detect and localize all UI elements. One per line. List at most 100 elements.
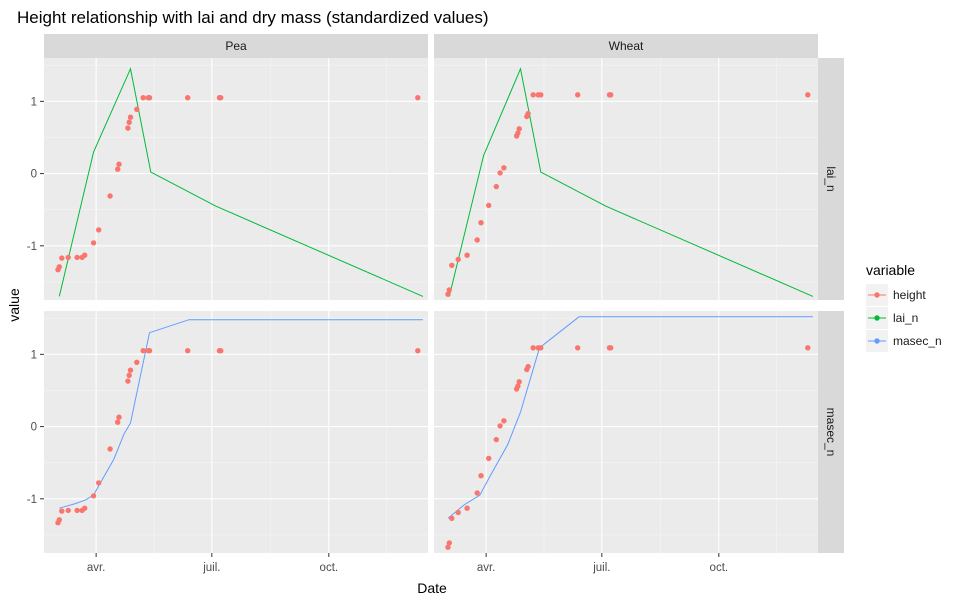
- data-point-height: [575, 92, 581, 98]
- data-point-height: [134, 106, 140, 113]
- data-point-height: [146, 348, 153, 354]
- data-point-height: [446, 540, 452, 546]
- data-point-height: [608, 92, 614, 98]
- data-point-height: [538, 92, 544, 98]
- data-point-height: [134, 359, 140, 365]
- legend-key-point: [874, 292, 880, 298]
- data-point-height: [115, 419, 121, 425]
- data-point-height: [805, 345, 811, 351]
- data-point-height: [116, 161, 122, 167]
- data-point-height: [497, 170, 503, 176]
- x-tick-label: avr.: [477, 562, 496, 574]
- data-point-height: [82, 505, 88, 511]
- data-point-height: [107, 446, 113, 452]
- y-tick-label: 0: [31, 169, 37, 181]
- data-point-height: [538, 345, 544, 351]
- data-point-height: [59, 508, 65, 514]
- facet-strip-label: Pea: [225, 39, 247, 53]
- data-point-height: [525, 363, 531, 370]
- data-point-height: [415, 348, 421, 354]
- data-point-height: [478, 473, 484, 479]
- data-point-height: [116, 414, 122, 420]
- data-point-height: [530, 92, 536, 98]
- data-point-height: [90, 240, 97, 246]
- data-point-height: [515, 130, 521, 136]
- series-line-lai-n: [448, 67, 814, 297]
- y-tick-label: 1: [31, 96, 37, 108]
- data-point-height: [56, 264, 62, 270]
- legend-title: variable: [866, 262, 915, 278]
- y-axis-title: value: [6, 288, 22, 322]
- data-point-height: [474, 237, 480, 243]
- data-point-height: [530, 345, 536, 351]
- facet-strip-label: lai_n: [824, 166, 838, 191]
- data-point-height: [501, 418, 507, 424]
- data-point-height: [516, 379, 522, 385]
- facet-strip-label: masec_n: [824, 408, 838, 457]
- legend: variable height lai_n masec_n: [866, 262, 942, 352]
- data-point-height: [445, 544, 451, 550]
- data-point-height: [125, 125, 131, 131]
- data-point-height: [218, 95, 224, 101]
- data-point-height: [515, 383, 521, 389]
- data-point-height: [486, 455, 492, 462]
- data-point-height: [575, 345, 581, 351]
- x-tick-label: oct.: [320, 562, 339, 574]
- data-point-height: [82, 252, 88, 258]
- panel-background: [434, 58, 818, 300]
- data-point-height: [96, 480, 102, 486]
- data-point-height: [516, 126, 522, 132]
- data-point-height: [126, 119, 132, 126]
- data-point-height: [125, 378, 131, 384]
- data-point-height: [525, 110, 531, 117]
- data-point-height: [501, 165, 507, 171]
- data-point-height: [478, 220, 484, 226]
- series-line-masec-n: [59, 319, 423, 509]
- legend-key-point: [874, 338, 880, 344]
- data-point-height: [127, 114, 134, 120]
- legend-label: masec_n: [893, 334, 942, 348]
- data-point-height: [65, 507, 71, 514]
- data-point-height: [185, 348, 191, 354]
- data-point-height: [126, 372, 132, 378]
- legend-label: lai_n: [893, 311, 918, 325]
- data-point-height: [107, 193, 113, 199]
- data-point-height: [464, 505, 470, 511]
- data-point-height: [474, 490, 480, 496]
- legend-key-point: [874, 315, 880, 321]
- data-point-height: [455, 509, 461, 516]
- data-point-height: [415, 95, 421, 101]
- data-point-height: [140, 95, 146, 101]
- panel-background: [44, 58, 428, 300]
- x-tick-label: juil.: [202, 562, 220, 574]
- data-point-height: [805, 92, 811, 98]
- data-point-height: [65, 254, 71, 261]
- x-axis-title: Date: [417, 580, 447, 596]
- data-point-height: [90, 493, 97, 499]
- data-point-height: [486, 202, 492, 209]
- series-line-masec-n: [447, 316, 813, 519]
- x-tick-label: juil.: [592, 562, 610, 574]
- y-tick-label: 0: [31, 422, 37, 434]
- data-point-height: [146, 95, 153, 101]
- facet-strip-label: Wheat: [609, 39, 644, 53]
- data-point-height: [74, 254, 80, 261]
- data-point-height: [455, 256, 461, 263]
- panel-background: [434, 311, 818, 553]
- chart-title: Height relationship with lai and dry mas…: [17, 8, 489, 27]
- y-tick-label: -1: [27, 241, 37, 253]
- y-tick-label: 1: [31, 349, 37, 361]
- plot-area: Pea Wheat lai_n masec_n -1 0 1 -1 0 1 avr. juil. oct…: [27, 34, 844, 574]
- legend-label: height: [893, 288, 926, 302]
- series-line-lai-n: [58, 67, 424, 297]
- data-point-height: [446, 287, 452, 293]
- panel-background: [44, 311, 428, 553]
- data-point-height: [449, 515, 455, 521]
- data-point-height: [608, 345, 614, 351]
- data-point-height: [445, 291, 451, 297]
- facet-strip: [818, 58, 844, 300]
- data-point-height: [56, 517, 62, 523]
- data-point-height: [449, 262, 455, 268]
- facet-strip: [434, 34, 818, 58]
